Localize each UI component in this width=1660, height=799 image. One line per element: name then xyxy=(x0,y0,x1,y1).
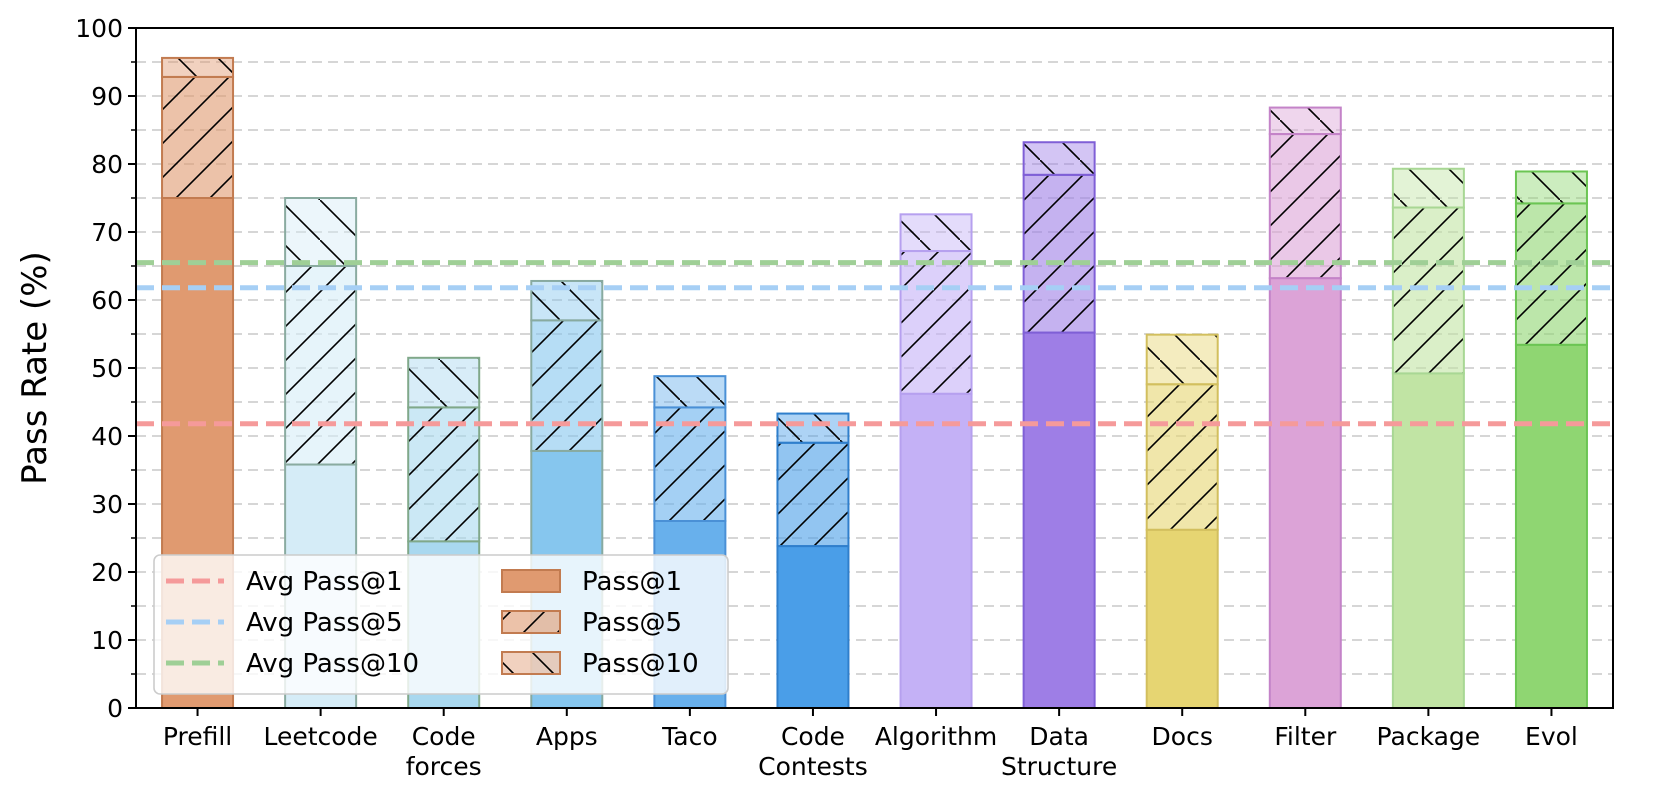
bar-pass5-hatch-2 xyxy=(407,406,481,543)
bar-pass5-hatch-8 xyxy=(1145,383,1219,531)
y-tick-label: 70 xyxy=(91,218,123,247)
x-tick-label-line: Contests xyxy=(758,752,868,781)
x-tick-label-4: Taco xyxy=(661,722,718,751)
bar-pass10-hatch-4 xyxy=(653,375,727,409)
x-tick-label-line: Algorithm xyxy=(875,722,997,751)
bar-group-5 xyxy=(776,412,850,709)
x-tick-label-line: Prefill xyxy=(163,722,232,751)
bar-pass5-hatch-11 xyxy=(1514,202,1588,346)
bar-pass5-hatch-7 xyxy=(1022,173,1096,334)
y-tick-label: 50 xyxy=(91,354,123,383)
bar-pass5-hatch-6 xyxy=(899,250,973,395)
x-tick-label-0: Prefill xyxy=(163,722,232,751)
bar-pass5-hatch-1 xyxy=(284,265,358,466)
bar-pass1-9 xyxy=(1268,277,1342,709)
bar-group-10 xyxy=(1391,167,1465,709)
bar-pass10-hatch-5 xyxy=(776,412,850,444)
legend-patches: Pass@1 Pass@5 Pass@10 xyxy=(501,567,699,679)
x-tick-label-11: Evol xyxy=(1525,722,1578,751)
y-tick-label: 40 xyxy=(91,422,123,451)
bar-pass5-hatch-3 xyxy=(530,319,604,452)
bars xyxy=(161,56,1588,710)
legend-label: Avg Pass@5 xyxy=(246,608,403,638)
legend-patch-0 xyxy=(501,569,561,593)
bar-pass10-hatch-1 xyxy=(284,197,358,267)
legend-label: Avg Pass@1 xyxy=(246,567,403,597)
y-tick-label: 20 xyxy=(91,558,123,587)
bar-pass10-hatch-8 xyxy=(1145,333,1219,386)
bar-group-6 xyxy=(899,213,973,709)
bar-pass5-hatch-10 xyxy=(1391,206,1465,375)
axes: 0 10 20 30 40 50 60 70 80 90 100 xyxy=(75,14,1614,723)
bar-pass10-hatch-0 xyxy=(161,56,235,78)
y-tick-label: 90 xyxy=(91,82,123,111)
bar-group-8 xyxy=(1145,333,1219,710)
legend-label: Avg Pass@10 xyxy=(246,649,419,679)
legend-box xyxy=(153,554,729,695)
y-axis-label: Pass Rate (%) xyxy=(15,251,55,485)
x-tick-label-line: Code xyxy=(412,722,476,751)
average-lines xyxy=(136,260,1613,427)
y-tick-label: 80 xyxy=(91,150,123,179)
bar-pass5-hatch-0 xyxy=(161,75,235,199)
x-tick-label-line: Docs xyxy=(1152,722,1213,751)
x-tick-label-5: Code Contests xyxy=(758,722,868,781)
bar-pass1-7 xyxy=(1022,331,1096,709)
legend-label: Pass@10 xyxy=(582,649,699,679)
legend-label: Pass@1 xyxy=(582,567,682,597)
bar-group-11 xyxy=(1514,170,1588,709)
y-tick-label: 60 xyxy=(91,286,123,315)
y-tick-label: 30 xyxy=(91,490,123,519)
bar-pass10-hatch-6 xyxy=(899,213,973,253)
x-tick-label-line: Filter xyxy=(1274,722,1337,751)
x-tick-label-line: Taco xyxy=(661,722,718,751)
x-tick-label-line: Data xyxy=(1029,722,1089,751)
x-tick-label-9: Filter xyxy=(1274,722,1337,751)
x-tick-label-7: Data Structure xyxy=(1001,722,1117,781)
x-tick-label-3: Apps xyxy=(536,722,598,751)
x-tick-label-line: Code xyxy=(781,722,845,751)
x-tick-label-line: Apps xyxy=(536,722,598,751)
y-tick-label: 100 xyxy=(75,14,123,43)
x-tick-label-line: forces xyxy=(406,752,482,781)
x-tick-label-line: Package xyxy=(1377,722,1481,751)
bar-pass1-8 xyxy=(1145,528,1219,710)
bar-pass10-hatch-10 xyxy=(1391,167,1465,209)
bar-pass10-hatch-9 xyxy=(1268,106,1342,136)
bar-pass5-hatch-4 xyxy=(653,406,727,522)
bar-group-7 xyxy=(1022,141,1096,709)
x-tick-label-8: Docs xyxy=(1152,722,1213,751)
x-tick-label-line: Structure xyxy=(1001,752,1117,781)
legend-patch-2 xyxy=(501,651,561,675)
x-tick-label-10: Package xyxy=(1377,722,1481,751)
bar-pass10-hatch-11 xyxy=(1514,170,1588,205)
legend-patch-1 xyxy=(501,610,561,634)
bar-pass5-hatch-5 xyxy=(776,441,850,548)
y-tick-label: 0 xyxy=(107,694,123,723)
bar-pass10-hatch-2 xyxy=(407,356,481,409)
x-tick-label-line: Leetcode xyxy=(263,722,377,751)
bar-pass1-5 xyxy=(776,545,850,709)
bar-pass1-11 xyxy=(1514,343,1588,709)
y-tick-label: 10 xyxy=(91,626,123,655)
bar-pass1-6 xyxy=(899,392,973,709)
bar-pass10-hatch-7 xyxy=(1022,141,1096,176)
legend-label: Pass@5 xyxy=(582,608,682,638)
x-tick-label-1: Leetcode xyxy=(263,722,377,751)
bar-pass5-hatch-9 xyxy=(1268,133,1342,280)
x-tick-label-line: Evol xyxy=(1525,722,1578,751)
bar-group-9 xyxy=(1268,106,1342,709)
x-tick-label-6: Algorithm xyxy=(875,722,997,751)
x-tick-label-2: Code forces xyxy=(406,722,482,781)
bar-pass1-10 xyxy=(1391,372,1465,709)
